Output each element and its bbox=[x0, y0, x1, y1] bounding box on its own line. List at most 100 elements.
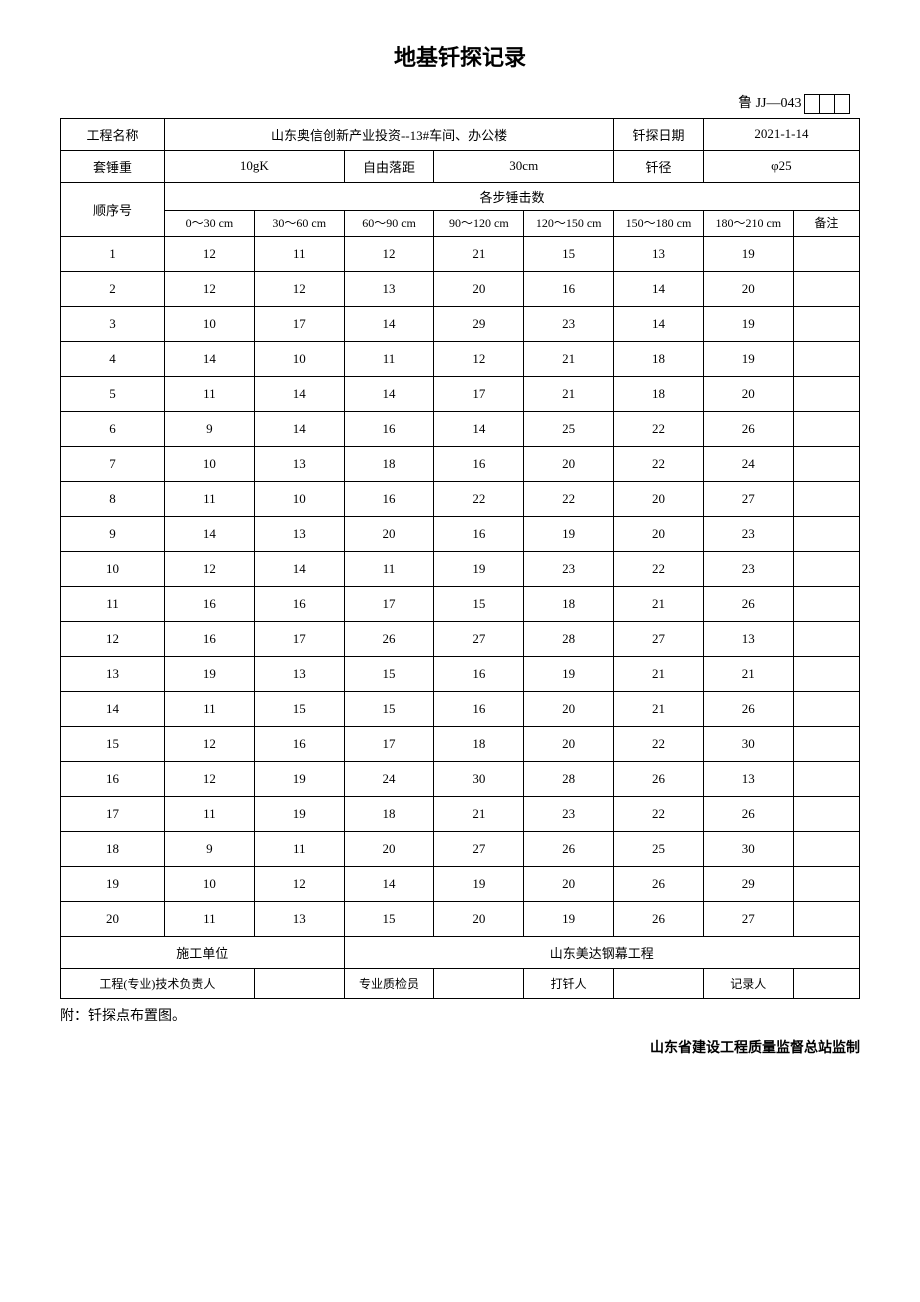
depth-col-1: 30～60 cm bbox=[254, 210, 344, 236]
table-row: 1910121419202629 bbox=[61, 866, 860, 901]
contractor-label: 施工单位 bbox=[61, 936, 345, 968]
data-cell: 14 bbox=[434, 411, 524, 446]
supervision-stamp: 山东省建设工程质量监督总站监制 bbox=[60, 1037, 860, 1057]
table-row: 1411151516202126 bbox=[61, 691, 860, 726]
data-cell: 21 bbox=[524, 376, 614, 411]
data-cell: 20 bbox=[703, 376, 793, 411]
seq-cell: 17 bbox=[61, 796, 165, 831]
data-cell: 26 bbox=[614, 866, 704, 901]
tech-lead-label: 工程(专业)技术负责人 bbox=[61, 968, 255, 998]
step-header-row: 顺序号 各步锤击数 bbox=[61, 182, 860, 210]
seq-cell: 18 bbox=[61, 831, 165, 866]
recorder bbox=[793, 968, 859, 998]
data-cell: 12 bbox=[165, 236, 255, 271]
attachment-note: 附：钎探点布置图。 bbox=[60, 1005, 860, 1025]
data-cell: 13 bbox=[254, 516, 344, 551]
data-cell: 20 bbox=[344, 831, 434, 866]
data-cell: 26 bbox=[703, 411, 793, 446]
seq-cell: 6 bbox=[61, 411, 165, 446]
seq-cell: 8 bbox=[61, 481, 165, 516]
sequence-label: 顺序号 bbox=[61, 182, 165, 236]
data-cell: 11 bbox=[165, 376, 255, 411]
data-cell: 25 bbox=[524, 411, 614, 446]
data-cell: 16 bbox=[434, 516, 524, 551]
data-cell: 28 bbox=[524, 621, 614, 656]
data-cell: 20 bbox=[614, 516, 704, 551]
remark-cell bbox=[793, 236, 859, 271]
data-cell: 11 bbox=[254, 236, 344, 271]
data-cell: 28 bbox=[524, 761, 614, 796]
depth-header-row: 0～30 cm 30～60 cm 60～90 cm 90～120 cm 120～… bbox=[61, 210, 860, 236]
depth-col-5: 150～180 cm bbox=[614, 210, 704, 236]
data-cell: 15 bbox=[344, 656, 434, 691]
remark-cell bbox=[793, 306, 859, 341]
data-cell: 27 bbox=[434, 621, 524, 656]
data-cell: 20 bbox=[524, 446, 614, 481]
data-cell: 14 bbox=[165, 341, 255, 376]
record-table: 工程名称 山东奥信创新产业投资--13#车间、办公楼 钎探日期 2021-1-1… bbox=[60, 118, 860, 999]
table-row: 811101622222027 bbox=[61, 481, 860, 516]
data-cell: 27 bbox=[614, 621, 704, 656]
data-cell: 22 bbox=[524, 481, 614, 516]
data-cell: 10 bbox=[254, 481, 344, 516]
seq-cell: 7 bbox=[61, 446, 165, 481]
data-cell: 20 bbox=[524, 691, 614, 726]
table-row: 1216172627282713 bbox=[61, 621, 860, 656]
data-cell: 12 bbox=[254, 866, 344, 901]
header-row-1: 工程名称 山东奥信创新产业投资--13#车间、办公楼 钎探日期 2021-1-1… bbox=[61, 118, 860, 150]
depth-col-2: 60～90 cm bbox=[344, 210, 434, 236]
remark-cell bbox=[793, 656, 859, 691]
data-cell: 24 bbox=[344, 761, 434, 796]
data-cell: 17 bbox=[434, 376, 524, 411]
data-cell: 19 bbox=[254, 796, 344, 831]
data-cell: 16 bbox=[524, 271, 614, 306]
data-cell: 10 bbox=[165, 446, 255, 481]
data-cell: 14 bbox=[254, 411, 344, 446]
data-cell: 20 bbox=[344, 516, 434, 551]
data-cell: 11 bbox=[165, 691, 255, 726]
data-cell: 14 bbox=[614, 306, 704, 341]
quality-inspector-label: 专业质检员 bbox=[344, 968, 434, 998]
data-cell: 15 bbox=[344, 691, 434, 726]
seq-cell: 11 bbox=[61, 586, 165, 621]
data-cell: 30 bbox=[703, 726, 793, 761]
data-cell: 12 bbox=[434, 341, 524, 376]
project-name-label: 工程名称 bbox=[61, 118, 165, 150]
data-cell: 18 bbox=[434, 726, 524, 761]
data-cell: 18 bbox=[614, 341, 704, 376]
data-cell: 21 bbox=[703, 656, 793, 691]
data-cell: 22 bbox=[614, 411, 704, 446]
data-cell: 15 bbox=[254, 691, 344, 726]
data-cell: 13 bbox=[254, 656, 344, 691]
data-cell: 16 bbox=[165, 621, 255, 656]
data-cell: 19 bbox=[524, 901, 614, 936]
data-cell: 20 bbox=[434, 901, 524, 936]
data-cell: 23 bbox=[703, 551, 793, 586]
form-code-row: 鲁 JJ—043 bbox=[60, 92, 860, 114]
data-cell: 21 bbox=[524, 341, 614, 376]
seq-cell: 12 bbox=[61, 621, 165, 656]
data-cell: 26 bbox=[703, 586, 793, 621]
seq-cell: 13 bbox=[61, 656, 165, 691]
data-cell: 15 bbox=[434, 586, 524, 621]
data-cell: 21 bbox=[614, 691, 704, 726]
data-cell: 26 bbox=[524, 831, 614, 866]
probe-diameter: φ25 bbox=[703, 150, 859, 182]
data-cell: 15 bbox=[524, 236, 614, 271]
data-cell: 20 bbox=[434, 271, 524, 306]
data-cell: 27 bbox=[703, 901, 793, 936]
data-cell: 18 bbox=[524, 586, 614, 621]
data-cell: 13 bbox=[703, 761, 793, 796]
remark-cell bbox=[793, 376, 859, 411]
table-row: 69141614252226 bbox=[61, 411, 860, 446]
data-cell: 12 bbox=[165, 271, 255, 306]
contractor-row: 施工单位 山东美达钢幕工程 bbox=[61, 936, 860, 968]
table-row: 414101112211819 bbox=[61, 341, 860, 376]
data-cell: 14 bbox=[254, 551, 344, 586]
data-cell: 21 bbox=[434, 796, 524, 831]
table-row: 1612192430282613 bbox=[61, 761, 860, 796]
probe-date-label: 钎探日期 bbox=[614, 118, 704, 150]
data-cell: 29 bbox=[703, 866, 793, 901]
data-cell: 12 bbox=[165, 726, 255, 761]
data-cell: 11 bbox=[254, 831, 344, 866]
